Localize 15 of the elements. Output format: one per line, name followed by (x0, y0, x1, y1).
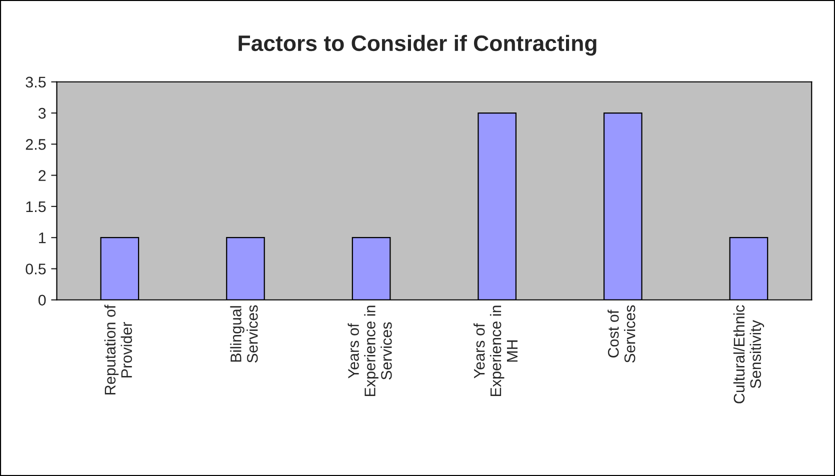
y-tick-label: 2 (38, 170, 46, 181)
x-tick-label: Years of Experience in MH (474, 306, 518, 396)
y-tick-label: 3 (38, 108, 46, 119)
y-tick-label: 0.5 (26, 264, 46, 274)
y-tick-label: 0 (38, 294, 46, 306)
y-tick-label: 2.5 (26, 139, 46, 150)
y-tick-label: 3.5 (26, 76, 46, 88)
chart-title: Factors to Consider if Contracting (238, 34, 596, 56)
x-tick-label: Cultural/Ethnic Sensitivity (733, 305, 764, 404)
x-tick-label: Bilingual Services (230, 305, 258, 363)
y-tick-label: 1.5 (26, 201, 46, 212)
y-tick-label: 1 (39, 232, 46, 244)
x-tick-label: Reputation of Provider (104, 304, 132, 394)
x-tick-label: Years of Experience in Services (348, 306, 392, 396)
x-tick-label: Cost of Services (608, 305, 636, 363)
